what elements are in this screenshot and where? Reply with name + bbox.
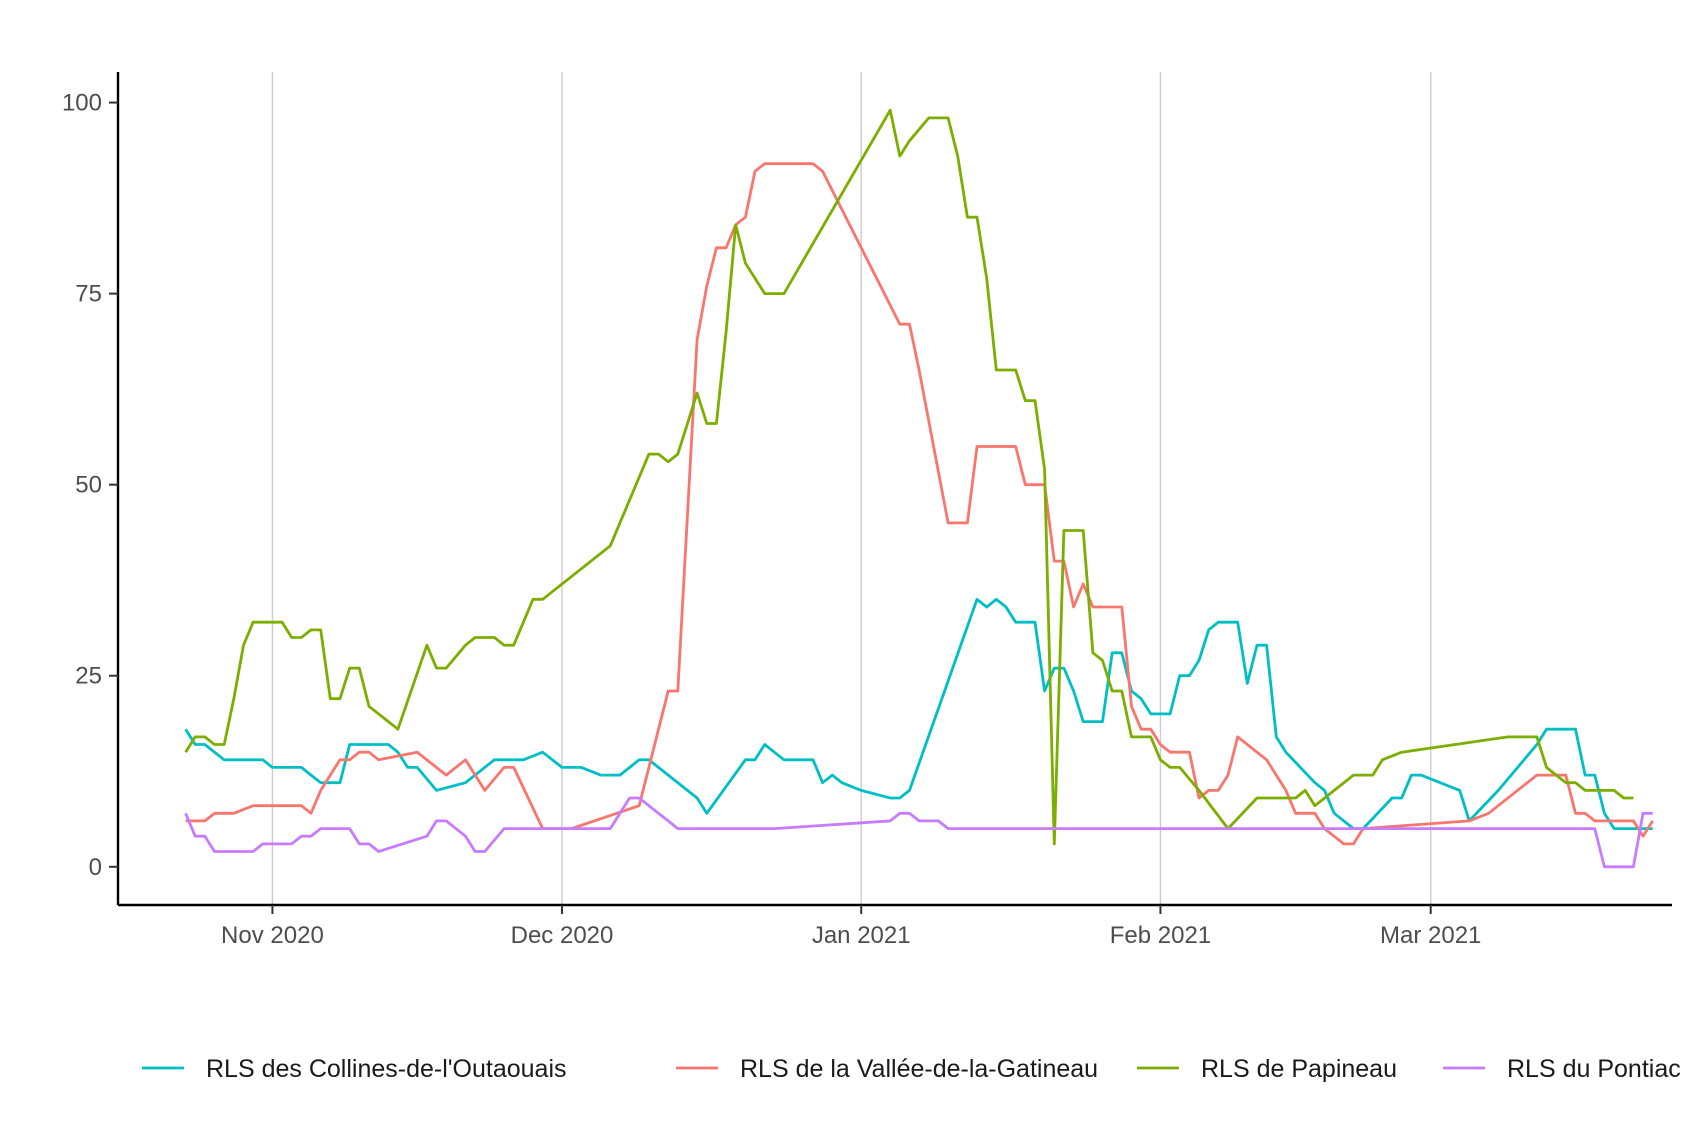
y-tick-label: 25 [75, 663, 102, 690]
x-tick-label: Nov 2020 [221, 922, 324, 949]
y-tick-label: 50 [75, 472, 102, 499]
y-tick-label: 75 [75, 281, 102, 308]
legend: RLS des Collines-de-l'Outaouais RLS de la… [142, 1055, 1681, 1083]
series-lines [184, 108, 1654, 869]
legend-label-4: RLS du Pontiac [1507, 1055, 1681, 1083]
x-tick-label: Jan 2021 [812, 922, 911, 949]
x-tick-label: Feb 2021 [1110, 922, 1211, 949]
series-line-1 [184, 597, 1653, 830]
series-line-4 [184, 796, 1653, 869]
series-line-2 [185, 162, 1654, 846]
legend-label-2: RLS de la Vallée-de-la-Gatineau [740, 1055, 1098, 1083]
legend-label-3: RLS de Papineau [1201, 1055, 1397, 1083]
y-tick-label: 100 [62, 90, 102, 117]
axes: 0 25 50 75 100 Nov 2020 Dec 2020 Jan 2021 Feb 20… [62, 72, 1672, 949]
x-tick-label: Dec 2020 [511, 922, 614, 949]
series-line-3 [184, 108, 1634, 846]
x-tick-label: Mar 2021 [1380, 922, 1481, 949]
legend-label-1: RLS des Collines-de-l'Outaouais [206, 1055, 567, 1083]
y-tick-label: 0 [89, 854, 102, 881]
gridlines [271, 72, 1432, 905]
